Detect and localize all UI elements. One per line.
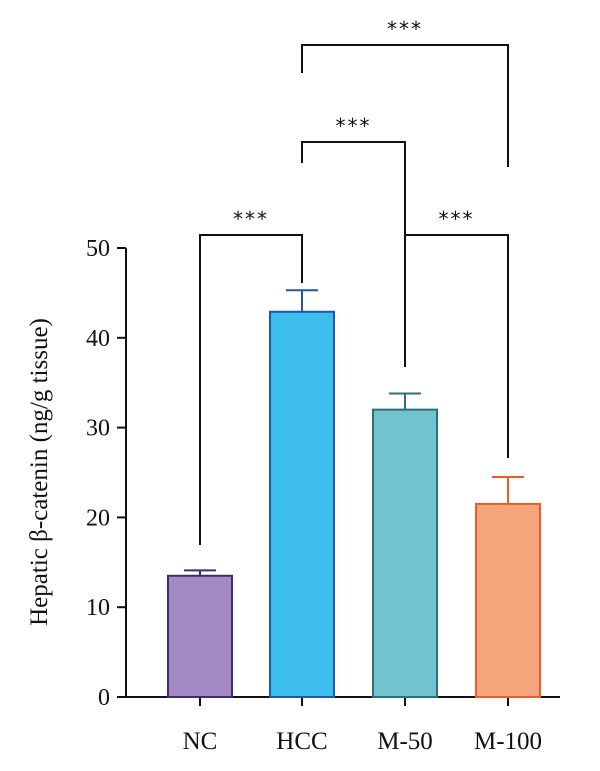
bar-m-100	[475, 502, 541, 698]
category-label-hcc: HCC	[276, 728, 327, 755]
category-labels: NC HCC M-50 M-100	[183, 728, 542, 755]
category-label-nc: NC	[183, 728, 218, 755]
sig-label-hcc-m-100: ***	[387, 17, 423, 41]
bar-nc	[167, 574, 233, 699]
error-bars	[184, 289, 524, 576]
y-tick-label-40: 40	[86, 326, 110, 352]
y-tick-label-0: 0	[98, 685, 110, 711]
y-axis-title: Hepatic β-catenin (ng/g tissue)	[26, 318, 53, 626]
sig-label-nc-hcc: ***	[233, 207, 269, 231]
bars	[167, 310, 541, 699]
sig-label-hcc-m-50: ***	[336, 114, 372, 138]
y-tick-label-30: 30	[86, 416, 110, 442]
y-tick-label-50: 50	[86, 236, 110, 262]
y-tick-label-10: 10	[86, 595, 110, 621]
category-label-m-50: M-50	[377, 728, 433, 755]
sig-label-m-50-m-100: ***	[439, 207, 475, 231]
bar-m-50	[372, 408, 438, 698]
x-axis	[125, 696, 560, 706]
bar-hcc	[269, 310, 335, 698]
sig-bracket-nc-hcc	[199, 234, 303, 545]
y-axis: 0 10 20 30 40 50	[86, 236, 127, 711]
y-tick-label-20: 20	[86, 505, 110, 531]
sig-bracket-m-50-m-100	[404, 234, 509, 458]
sig-bracket-hcc-m-100	[301, 44, 509, 167]
significance-brackets: *** *** *** ***	[199, 17, 509, 545]
category-label-m-100: M-100	[474, 728, 542, 755]
